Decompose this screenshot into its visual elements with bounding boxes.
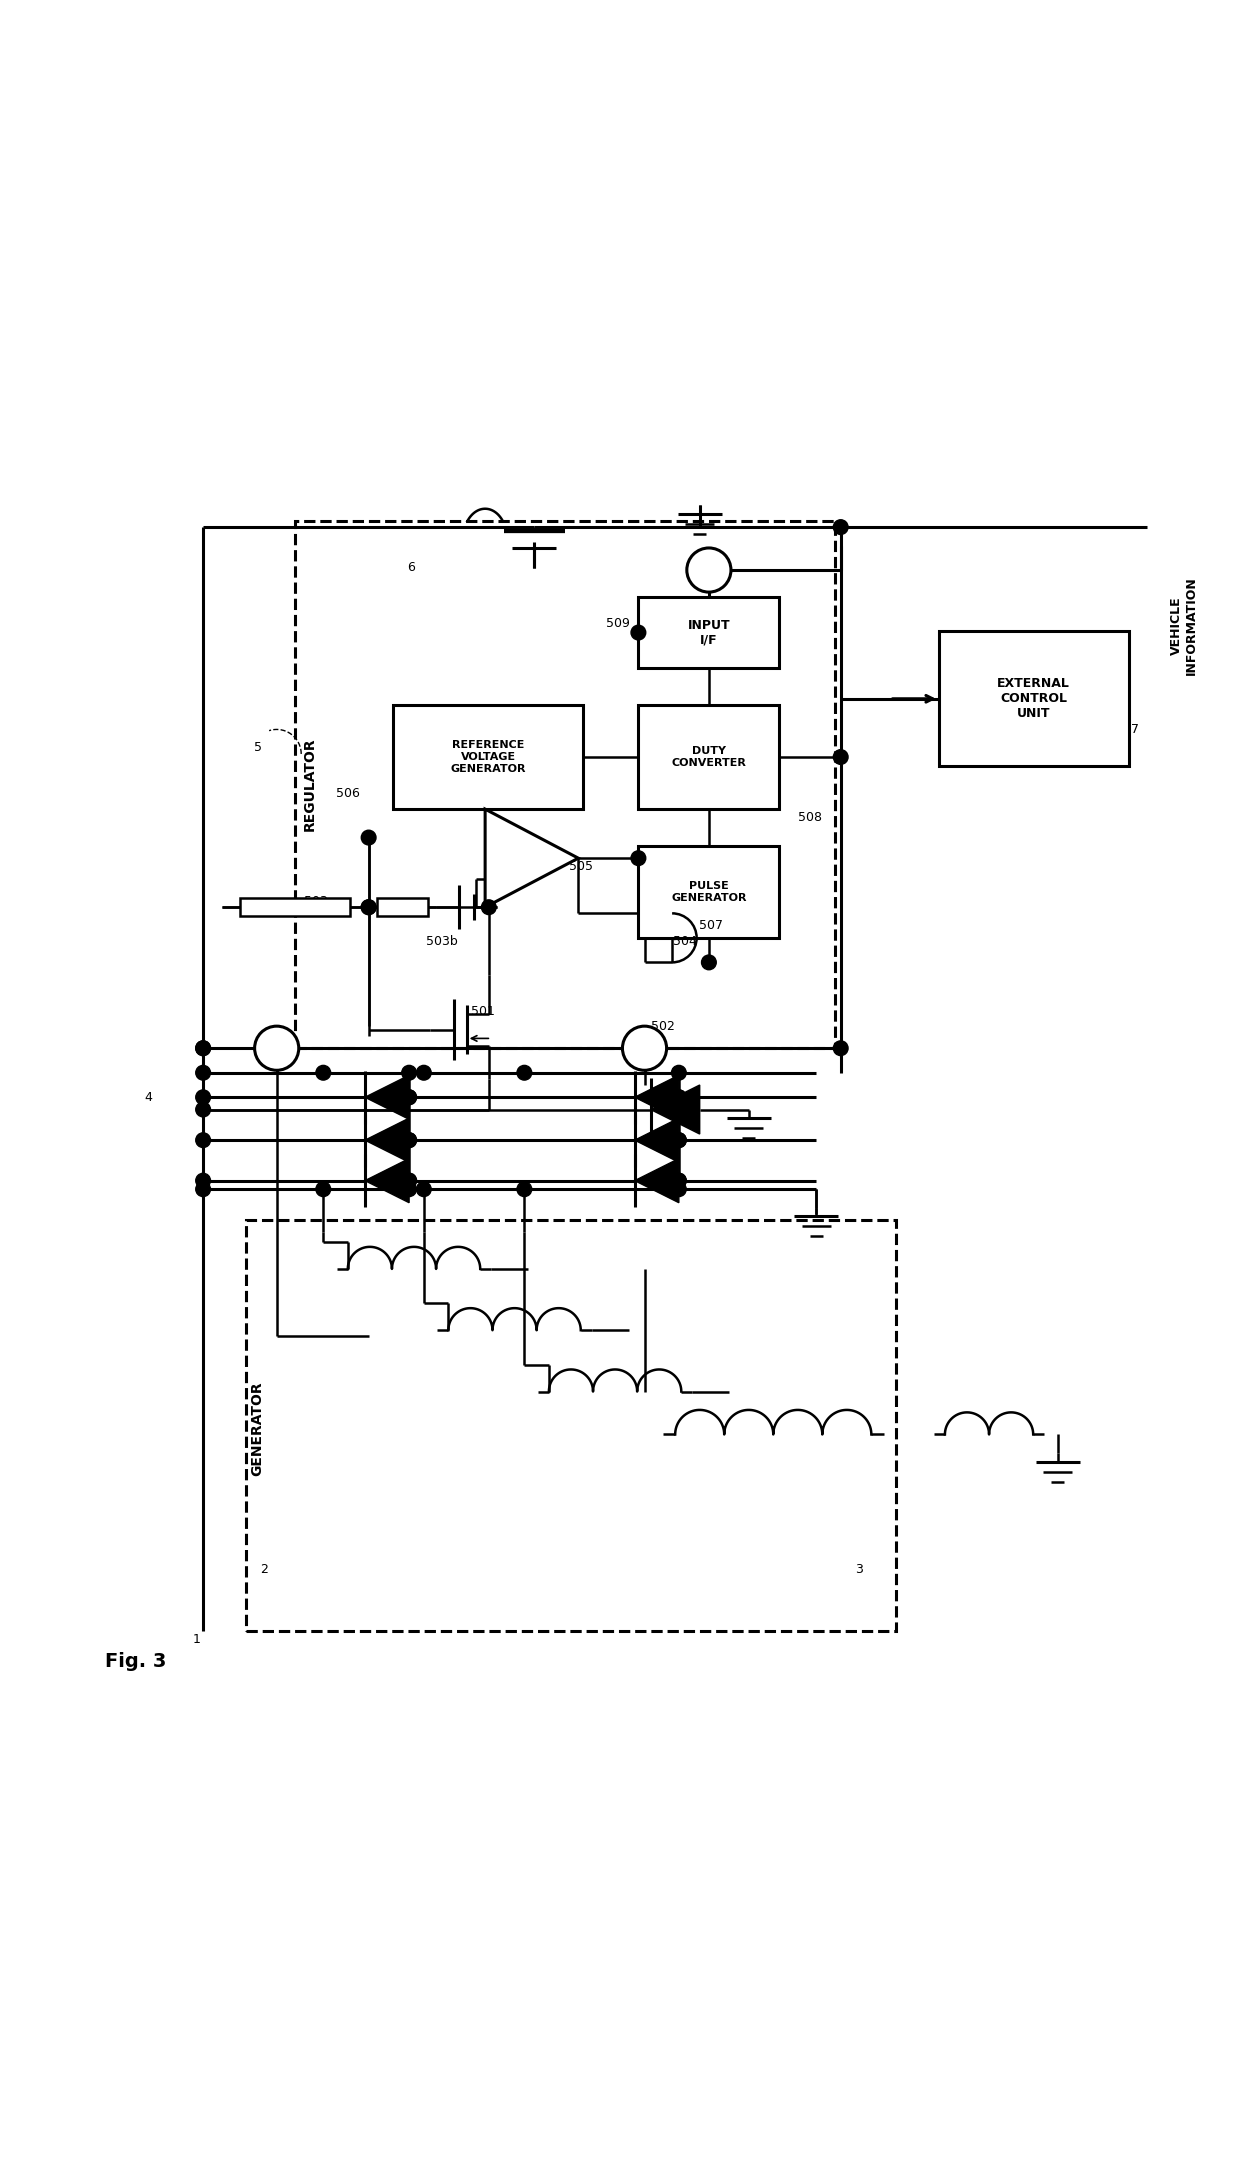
Text: 505: 505 [569,859,593,872]
Text: 3: 3 [856,1562,863,1575]
Circle shape [402,1133,417,1148]
Circle shape [196,1183,211,1196]
Circle shape [833,749,848,764]
Bar [639,597,780,668]
Circle shape [361,901,376,914]
Circle shape [196,1089,211,1105]
Text: 507: 507 [698,920,723,933]
Text: Fig. 3: Fig. 3 [105,1651,166,1671]
Text: DUTY
CONVERTER: DUTY CONVERTER [671,746,746,768]
Polygon shape [635,1159,678,1202]
Bar [639,846,780,937]
Circle shape [361,901,376,914]
Circle shape [672,1183,686,1196]
Circle shape [631,851,646,866]
Text: 508: 508 [799,812,822,825]
Bar [246,1220,895,1630]
Circle shape [631,625,646,640]
Text: 5: 5 [254,742,263,755]
Polygon shape [485,809,578,907]
Text: REFERENCE
VOLTAGE
GENERATOR: REFERENCE VOLTAGE GENERATOR [450,740,526,775]
Circle shape [702,955,717,970]
Text: 504: 504 [673,935,697,948]
Circle shape [833,521,848,534]
Text: PULSE
GENERATOR: PULSE GENERATOR [671,881,746,903]
Text: −: − [500,875,510,883]
Circle shape [196,1042,211,1055]
Text: REGULATOR: REGULATOR [303,738,316,831]
Polygon shape [635,1074,678,1120]
Circle shape [254,1026,299,1070]
Circle shape [672,1089,686,1105]
Circle shape [402,1133,417,1148]
Circle shape [622,1026,667,1070]
Circle shape [402,1183,417,1196]
Text: 7: 7 [1131,723,1140,736]
Bar [939,631,1128,766]
Text: 1: 1 [193,1632,201,1645]
Circle shape [402,1089,417,1105]
Text: 502: 502 [651,1020,675,1033]
Circle shape [517,1183,532,1196]
Text: 6: 6 [408,562,415,575]
Circle shape [196,1042,211,1055]
Bar [239,898,350,916]
Circle shape [687,549,730,592]
Circle shape [316,1183,331,1196]
Text: 2: 2 [260,1562,268,1575]
Circle shape [196,1065,211,1081]
Circle shape [672,1065,686,1081]
Bar [295,521,835,1048]
Text: +: + [500,833,510,842]
Circle shape [517,1065,532,1081]
Text: 501: 501 [471,1005,495,1018]
Circle shape [402,1174,417,1187]
Text: 509: 509 [605,618,630,631]
Circle shape [196,1174,211,1187]
Circle shape [196,1102,211,1118]
Circle shape [196,1133,211,1148]
Polygon shape [365,1159,409,1202]
Polygon shape [365,1118,409,1163]
Text: 503b: 503b [427,935,458,948]
Circle shape [833,1042,848,1055]
Circle shape [402,1089,417,1105]
Text: 503a: 503a [304,894,335,907]
Circle shape [316,1065,331,1081]
Bar [639,705,780,809]
Circle shape [672,1174,686,1187]
Circle shape [417,1183,432,1196]
Text: 4: 4 [144,1092,151,1105]
Circle shape [361,831,376,844]
Bar [377,898,428,916]
Text: GENERATOR: GENERATOR [250,1380,264,1476]
Polygon shape [651,1085,699,1135]
Circle shape [672,1133,686,1148]
Circle shape [672,1089,686,1105]
Circle shape [481,901,496,914]
Text: EXTERNAL
CONTROL
UNIT: EXTERNAL CONTROL UNIT [997,677,1070,720]
Circle shape [672,1133,686,1148]
Circle shape [402,1174,417,1187]
Circle shape [402,1065,417,1081]
Text: INPUT
I/F: INPUT I/F [688,618,730,647]
Polygon shape [635,1118,678,1163]
Text: VEHICLE
INFORMATION: VEHICLE INFORMATION [1171,575,1198,675]
Circle shape [417,1065,432,1081]
Text: 506: 506 [336,788,360,801]
Polygon shape [365,1074,409,1120]
Circle shape [672,1174,686,1187]
Bar [393,705,583,809]
